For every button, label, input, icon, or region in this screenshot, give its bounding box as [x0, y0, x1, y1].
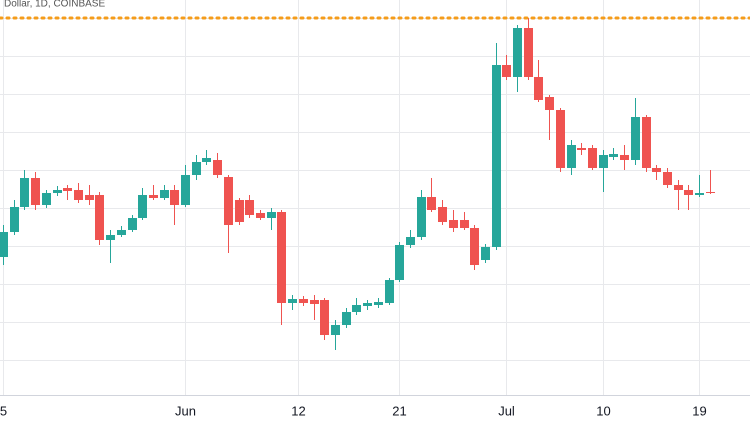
candle-body [631, 117, 640, 160]
candle-body [449, 220, 458, 228]
candle-body [567, 145, 576, 168]
candle-body [299, 299, 308, 303]
x-tick-label: Jun [175, 403, 196, 418]
candle-body [85, 195, 94, 200]
candle-body [545, 97, 554, 110]
candle-body [138, 195, 147, 218]
candle-body [245, 200, 254, 215]
grid [0, 0, 750, 395]
candle-body [342, 312, 351, 325]
candle-body [31, 178, 40, 205]
candle-body [320, 300, 329, 335]
candle-body [310, 300, 319, 304]
candle-body [684, 190, 693, 195]
x-tick-label: 10 [596, 403, 610, 418]
candle-body [106, 235, 115, 240]
candle-body [417, 197, 426, 237]
candle-body [663, 172, 672, 185]
candle-body [288, 299, 297, 303]
candle-body [170, 190, 179, 205]
candle-body [577, 148, 586, 150]
candle-body [427, 197, 436, 210]
candle-body [363, 303, 372, 306]
candle-body [160, 190, 169, 198]
candle-body [117, 230, 126, 235]
chart-title: Dollar, 1D, COINBASE [4, 0, 105, 10]
candle-body [213, 160, 222, 175]
candle-body [556, 110, 565, 168]
candle-body [0, 232, 8, 257]
candle-body [502, 65, 511, 77]
candle-body [95, 195, 104, 240]
x-tick-label: 5 [0, 403, 7, 418]
candle-body [513, 28, 522, 77]
candle-body [352, 305, 361, 312]
candle-body [642, 117, 651, 168]
candle-body [74, 190, 83, 200]
candle-body [385, 280, 394, 303]
candle-body [695, 193, 704, 195]
candle-body [652, 168, 661, 172]
candle-body [277, 212, 286, 303]
candle-body [235, 200, 244, 222]
candle-body [181, 175, 190, 205]
x-tick-label: Jul [498, 403, 515, 418]
candle-body [470, 228, 479, 265]
candle-body [524, 28, 533, 77]
candle-body [706, 192, 715, 193]
candle-body [492, 65, 501, 247]
candle-body [192, 162, 201, 175]
candle-body [63, 188, 72, 191]
candle-body [406, 237, 415, 245]
candle-body [331, 325, 340, 335]
candle-body [42, 193, 51, 205]
candle-body [10, 207, 19, 232]
candle-body [128, 218, 137, 230]
candle-body [481, 247, 490, 260]
candle-body [460, 220, 469, 228]
candle-body [599, 155, 608, 168]
candle-body [609, 154, 618, 157]
candle-body [534, 77, 543, 100]
candle-body [53, 190, 62, 193]
candle-body [224, 177, 233, 225]
candle-body [20, 178, 29, 207]
candle-body [267, 212, 276, 218]
candle-body [149, 195, 158, 198]
candle-body [256, 213, 265, 218]
candle-body [395, 245, 404, 280]
x-tick-label: 19 [692, 403, 706, 418]
candle-body [588, 148, 597, 168]
x-tick-label: 21 [392, 403, 406, 418]
candle-body [674, 185, 683, 190]
candle-body [202, 158, 211, 162]
candles [0, 18, 715, 350]
candle-body [438, 207, 447, 222]
candle-body [374, 302, 383, 305]
candle-body [620, 155, 629, 160]
x-tick-label: 12 [291, 403, 305, 418]
